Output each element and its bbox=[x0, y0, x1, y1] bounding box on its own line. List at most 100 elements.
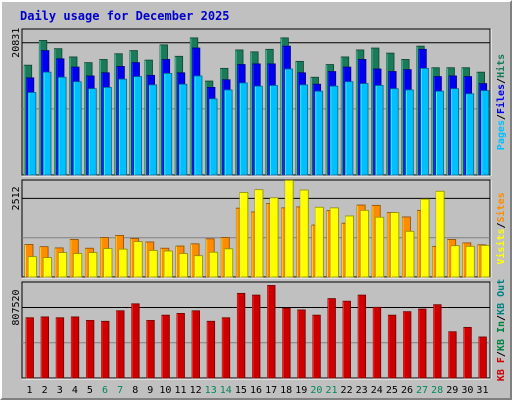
bar-pages bbox=[103, 87, 112, 176]
bar-visits bbox=[58, 252, 68, 278]
bar-kb-f bbox=[101, 320, 110, 379]
x-tick-label: 28 bbox=[431, 385, 443, 396]
bar-kb-f bbox=[357, 294, 367, 379]
x-tick-label: 22 bbox=[341, 385, 353, 396]
chart-bars bbox=[23, 37, 490, 379]
bar-pages bbox=[299, 84, 309, 176]
legend-separator: / bbox=[496, 114, 507, 120]
x-tick-label: 30 bbox=[461, 385, 473, 396]
bar-visits bbox=[360, 209, 370, 278]
bar-pages bbox=[178, 83, 188, 176]
x-tick-label: 21 bbox=[325, 385, 337, 396]
bar-visits bbox=[450, 245, 460, 278]
bar-pages bbox=[435, 90, 444, 176]
bar-visits bbox=[345, 215, 354, 278]
y-tick-label: 807520 bbox=[11, 289, 22, 325]
bar-visits bbox=[43, 257, 52, 278]
bar-kb-f bbox=[282, 307, 291, 379]
bar-visits bbox=[299, 189, 309, 278]
x-tick-label: 9 bbox=[147, 385, 153, 396]
bar-pages bbox=[224, 89, 233, 176]
bar-pages bbox=[27, 92, 37, 176]
bar-kb-f bbox=[116, 310, 125, 379]
x-tick-label: 8 bbox=[132, 385, 138, 396]
bar-pages bbox=[450, 88, 460, 176]
x-tick-label: 31 bbox=[476, 385, 488, 396]
bar-kb-f bbox=[55, 317, 65, 379]
legend-item-kb-out: KB Out bbox=[496, 279, 507, 315]
bar-visits bbox=[330, 207, 339, 278]
bar-pages bbox=[329, 85, 339, 176]
bar-pages bbox=[163, 73, 173, 176]
bar-pages bbox=[375, 85, 384, 176]
x-tick-label: 11 bbox=[174, 385, 186, 396]
x-tick-label: 25 bbox=[386, 385, 398, 396]
x-tick-label: 12 bbox=[190, 385, 202, 396]
y-tick-label: 20831 bbox=[11, 28, 22, 58]
bar-visits bbox=[284, 179, 294, 278]
x-tick-label: 23 bbox=[356, 385, 368, 396]
bar-pages bbox=[88, 88, 97, 176]
bar-kb-f bbox=[85, 319, 95, 379]
bar-pages bbox=[209, 98, 218, 176]
bar-pages bbox=[345, 81, 354, 176]
bar-kb-f bbox=[70, 316, 80, 379]
bar-visits bbox=[163, 250, 173, 278]
bar-visits bbox=[209, 251, 219, 278]
bar-kb-f bbox=[372, 306, 382, 379]
bar-visits bbox=[179, 253, 188, 278]
legend-separator: / bbox=[496, 78, 507, 84]
bar-pages bbox=[360, 83, 369, 176]
y-tick-label: 2512 bbox=[11, 186, 22, 210]
bar-kb-f bbox=[463, 326, 472, 379]
x-tick-labels: 1 2 3 4 5 6 7 8 9 10 11 12 13 14 15 16 17 18 19 20 21 22 23 24 2… bbox=[27, 385, 489, 396]
bar-kb-f bbox=[433, 304, 442, 379]
bar-pages bbox=[420, 67, 429, 176]
bar-visits bbox=[148, 250, 158, 278]
x-tick-label: 4 bbox=[72, 385, 78, 396]
bar-kb-f bbox=[236, 292, 246, 379]
bar-visits bbox=[314, 206, 324, 278]
bar-visits bbox=[133, 241, 143, 278]
bar-kb-f bbox=[191, 310, 200, 379]
legend-item-files: Files bbox=[495, 84, 507, 114]
bar-kb-f bbox=[478, 336, 487, 379]
bar-kb-f bbox=[297, 309, 306, 379]
bar-visits bbox=[465, 245, 475, 278]
bar-visits bbox=[118, 248, 128, 278]
x-tick-label: 20 bbox=[310, 385, 322, 396]
bar-visits bbox=[239, 192, 249, 278]
bar-pages bbox=[465, 93, 475, 176]
bar-pages bbox=[58, 76, 67, 176]
bar-visits bbox=[390, 212, 400, 278]
y-tick-labels: 20831 2512 807520 bbox=[11, 28, 22, 326]
bar-visits bbox=[103, 248, 113, 278]
bar-visits bbox=[88, 252, 98, 278]
bar-visits bbox=[224, 248, 234, 278]
x-tick-label: 15 bbox=[235, 385, 247, 396]
bar-visits bbox=[435, 190, 445, 278]
bar-kb-f bbox=[252, 294, 261, 379]
x-tick-label: 3 bbox=[57, 385, 63, 396]
legend-item-kb-f: KB F bbox=[496, 357, 507, 381]
bar-pages bbox=[43, 71, 52, 176]
x-tick-label: 18 bbox=[280, 385, 292, 396]
legend-item-visits: Visits bbox=[495, 229, 507, 265]
legend-separator: / bbox=[496, 351, 507, 357]
bar-pages bbox=[284, 68, 293, 176]
legend-item-hits: Hits bbox=[495, 54, 507, 78]
x-tick-label: 19 bbox=[295, 385, 307, 396]
x-tick-label: 16 bbox=[250, 385, 262, 396]
bar-visits bbox=[481, 244, 490, 278]
legend-2: Visits/Sites bbox=[495, 192, 507, 264]
bar-kb-f bbox=[206, 320, 216, 379]
x-tick-label: 24 bbox=[371, 385, 383, 396]
bar-visits bbox=[28, 256, 37, 278]
bar-pages bbox=[133, 76, 142, 176]
bar-pages bbox=[118, 78, 127, 176]
bar-pages bbox=[239, 82, 248, 176]
bar-visits bbox=[194, 255, 203, 278]
bar-visits bbox=[73, 253, 83, 278]
